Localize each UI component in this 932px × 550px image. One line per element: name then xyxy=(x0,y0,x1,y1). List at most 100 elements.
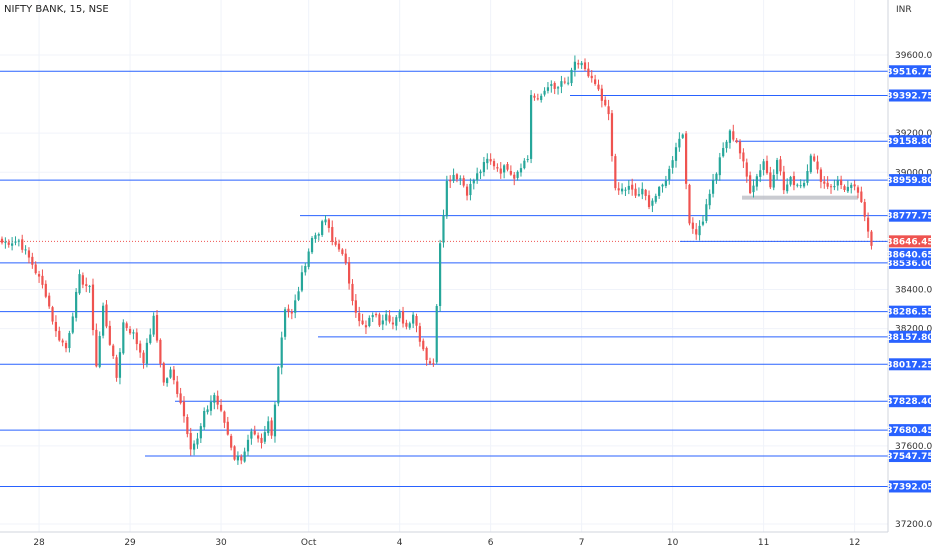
candle-body[interactable] xyxy=(44,283,47,297)
candle-body[interactable] xyxy=(819,169,823,182)
candle-body[interactable] xyxy=(516,171,519,178)
candle-body[interactable] xyxy=(331,227,334,242)
candle-body[interactable] xyxy=(108,325,111,345)
candle-body[interactable] xyxy=(560,81,563,87)
candle-body[interactable] xyxy=(641,188,644,195)
candle-body[interactable] xyxy=(715,173,718,181)
candle-body[interactable] xyxy=(432,363,435,365)
candle-body[interactable] xyxy=(543,90,546,95)
candle-body[interactable] xyxy=(21,239,24,250)
candle-body[interactable] xyxy=(563,81,566,83)
candle-body[interactable] xyxy=(600,88,603,101)
candle-body[interactable] xyxy=(698,225,701,236)
candle-body[interactable] xyxy=(668,168,671,180)
candle-body[interactable] xyxy=(708,193,711,206)
candle-body[interactable] xyxy=(482,162,486,173)
candle-body[interactable] xyxy=(78,274,81,294)
candle-body[interactable] xyxy=(257,435,260,439)
candle-body[interactable] xyxy=(654,195,657,202)
candle-body[interactable] xyxy=(620,188,624,192)
candle-body[interactable] xyxy=(499,168,502,174)
candle-body[interactable] xyxy=(870,231,873,246)
candle-body[interactable] xyxy=(155,315,159,341)
candle-body[interactable] xyxy=(856,187,860,193)
candle-body[interactable] xyxy=(159,339,162,364)
candle-body[interactable] xyxy=(219,404,223,411)
candle-body[interactable] xyxy=(664,180,667,186)
candle-body[interactable] xyxy=(782,171,785,191)
candle-body[interactable] xyxy=(351,283,354,302)
candle-body[interactable] xyxy=(54,321,58,332)
candle-body[interactable] xyxy=(179,393,182,404)
candle-body[interactable] xyxy=(75,291,78,318)
candle-body[interactable] xyxy=(348,262,351,284)
candle-body[interactable] xyxy=(846,186,849,192)
candle-body[interactable] xyxy=(772,174,775,188)
candle-body[interactable] xyxy=(236,455,239,461)
candle-body[interactable] xyxy=(253,430,256,435)
candle-body[interactable] xyxy=(105,304,108,327)
candle-body[interactable] xyxy=(118,352,122,378)
candle-body[interactable] xyxy=(364,325,368,328)
candle-body[interactable] xyxy=(570,69,573,84)
candle-body[interactable] xyxy=(216,395,219,405)
candle-body[interactable] xyxy=(762,161,765,170)
candle-body[interactable] xyxy=(435,306,438,363)
candle-body[interactable] xyxy=(361,320,364,325)
candle-body[interactable] xyxy=(688,184,691,224)
candle-body[interactable] xyxy=(459,178,462,180)
candle-body[interactable] xyxy=(536,98,539,100)
candle-body[interactable] xyxy=(465,186,469,196)
candle-body[interactable] xyxy=(428,361,432,364)
candle-body[interactable] xyxy=(455,174,459,180)
candle-body[interactable] xyxy=(327,219,330,228)
candle-body[interactable] xyxy=(17,240,20,242)
candle-body[interactable] xyxy=(529,95,533,159)
candle-body[interactable] xyxy=(287,308,290,312)
candle-body[interactable] xyxy=(425,347,428,361)
candle-body[interactable] xyxy=(651,200,654,206)
candle-body[interactable] xyxy=(166,378,169,384)
candle-body[interactable] xyxy=(64,342,68,349)
candle-body[interactable] xyxy=(496,167,499,169)
candle-body[interactable] xyxy=(866,217,870,232)
candle-body[interactable] xyxy=(850,184,853,188)
candle-body[interactable] xyxy=(442,215,445,243)
candle-body[interactable] xyxy=(415,316,418,326)
candle-body[interactable] xyxy=(51,307,54,322)
candle-body[interactable] xyxy=(203,411,206,428)
candle-body[interactable] xyxy=(310,238,314,253)
candle-body[interactable] xyxy=(695,229,698,235)
candle-body[interactable] xyxy=(273,404,277,437)
candle-body[interactable] xyxy=(405,322,408,327)
candle-body[interactable] xyxy=(617,188,620,191)
candle-body[interactable] xyxy=(422,340,425,350)
candle-body[interactable] xyxy=(11,243,14,246)
candle-body[interactable] xyxy=(304,265,307,273)
candle-body[interactable] xyxy=(391,322,395,325)
candle-body[interactable] xyxy=(462,178,465,186)
candle-body[interactable] xyxy=(725,141,728,149)
candle-body[interactable] xyxy=(418,326,421,342)
candle-body[interactable] xyxy=(469,183,472,196)
candle-body[interactable] xyxy=(587,68,590,77)
candle-body[interactable] xyxy=(145,342,149,364)
candle-body[interactable] xyxy=(314,235,317,239)
candle-body[interactable] xyxy=(610,113,614,157)
candle-body[interactable] xyxy=(226,421,229,435)
candle-body[interactable] xyxy=(607,106,610,115)
candle-body[interactable] xyxy=(813,156,816,161)
candle-body[interactable] xyxy=(769,172,772,188)
time-axis[interactable]: 28 29 30 Oct 4 6 7 10 11 12 xyxy=(0,531,888,548)
candle-body[interactable] xyxy=(513,174,516,179)
candle-body[interactable] xyxy=(567,82,570,84)
candle-body[interactable] xyxy=(519,168,523,173)
candle-body[interactable] xyxy=(344,253,347,263)
candle-body[interactable] xyxy=(580,62,583,66)
candle-body[interactable] xyxy=(627,185,630,190)
candle-body[interactable] xyxy=(624,189,627,191)
candle-body[interactable] xyxy=(358,313,361,322)
candle-body[interactable] xyxy=(125,323,128,328)
candle-body[interactable] xyxy=(0,238,4,243)
